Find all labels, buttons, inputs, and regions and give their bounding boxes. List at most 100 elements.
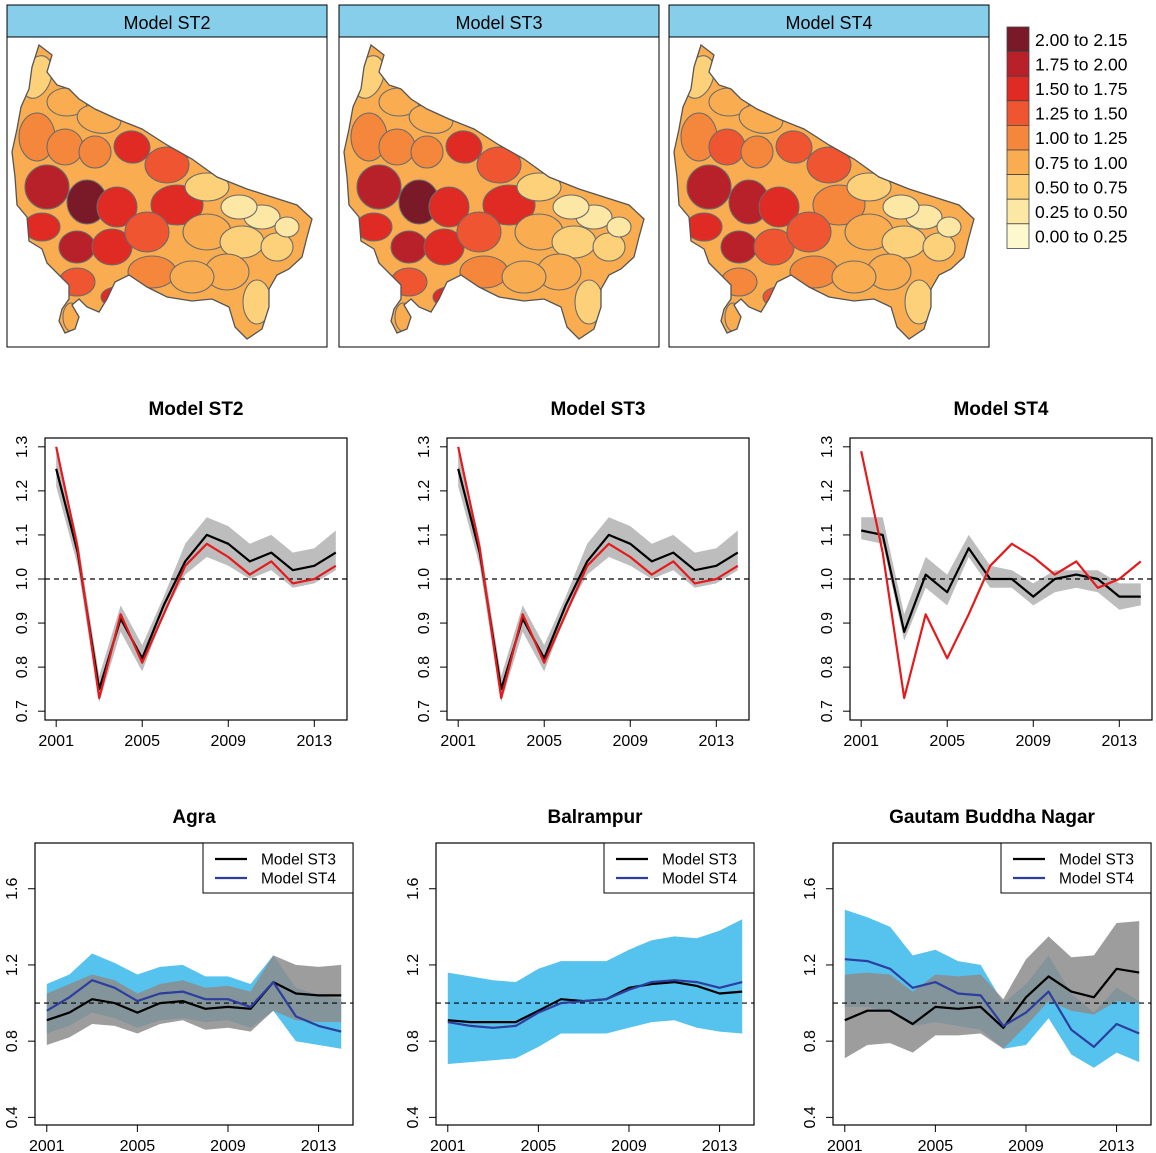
- district-shape: [882, 194, 920, 220]
- map-panel-st2: Model ST2: [6, 4, 328, 348]
- y-tick-label: 0.7: [416, 700, 433, 722]
- legend-label: 0.00 to 0.25: [1035, 227, 1127, 247]
- plot-frame: [435, 842, 755, 1126]
- legend-label: 1.00 to 1.25: [1035, 128, 1127, 148]
- series-line: [457, 468, 739, 691]
- x-tick-label: 2013: [1099, 1138, 1135, 1153]
- y-tick-label: 1.1: [14, 524, 31, 546]
- x-tick-label: 2005: [124, 733, 160, 750]
- district-shape: [46, 128, 84, 166]
- chart-gautam-buddha-nagar: Gautam Buddha Nagar 2001 2005 2009 2013 0.4 0.…: [802, 807, 1152, 1153]
- district-shape: [516, 172, 562, 202]
- y-tick-label: 0.8: [405, 1030, 422, 1052]
- district-shape: [274, 216, 300, 238]
- district-shape: [378, 128, 416, 166]
- confidence-band: [447, 919, 743, 1064]
- chart-legend: [202, 842, 354, 894]
- map-panel-st3: Model ST3: [338, 4, 660, 348]
- series-line: [844, 958, 1140, 1049]
- district-shape: [24, 164, 70, 210]
- state-outline: [343, 43, 645, 340]
- legend-label: 0.50 to 0.75: [1035, 177, 1127, 197]
- y-tick-label: 1.2: [819, 480, 836, 502]
- x-tick-label: 2013: [297, 733, 333, 750]
- x-tick-label: 2013: [301, 1138, 337, 1153]
- plot-frame: [832, 842, 1152, 1126]
- x-tick-label: 2005: [918, 1138, 954, 1153]
- legend-entry: Model ST3: [1059, 852, 1134, 869]
- y-tick-label: 0.9: [819, 612, 836, 634]
- district-shape: [476, 146, 522, 184]
- chart-model-st3: Model ST3 2001 2005 2009 2013 0.7 0.8 0.9 1.0 1.1…: [416, 399, 750, 750]
- x-tick-label: 2001: [843, 733, 879, 750]
- x-tick-label: 2001: [38, 733, 74, 750]
- x-tick-label: 2009: [1008, 1138, 1044, 1153]
- confidence-band: [844, 921, 1140, 1059]
- line-charts: Model ST2 2001 2005 2009 2013 0.7 0.8 0.9 1.0 1.1…: [4, 399, 1153, 1153]
- district-shape: [456, 211, 502, 253]
- district-shape: [113, 130, 151, 164]
- map-panel-title: Model ST4: [785, 13, 872, 33]
- legend-swatch: [1006, 174, 1030, 200]
- chart-title: Model ST4: [953, 399, 1048, 420]
- x-tick-label: 2013: [702, 1138, 738, 1153]
- district-shape: [686, 164, 732, 210]
- x-tick-label: 2001: [29, 1138, 65, 1153]
- x-tick-label: 2005: [526, 733, 562, 750]
- district-shape: [846, 172, 892, 202]
- series-line: [844, 967, 1140, 1029]
- district-shape: [881, 225, 927, 259]
- district-shape: [410, 135, 444, 169]
- legend-swatch: [1006, 198, 1030, 225]
- chart-balrampur: Balrampur 2001 2005 2009 2013 0.4 0.8 1.2 1.6 Mod…: [405, 807, 755, 1153]
- district-shape: [169, 260, 215, 294]
- state-outline: [673, 43, 975, 340]
- confidence-band: [46, 955, 342, 1045]
- legend-swatch: [1006, 100, 1030, 126]
- series-line: [860, 529, 1141, 634]
- x-tick-label: 2009: [612, 733, 648, 750]
- chart-legend: [603, 842, 755, 894]
- y-tick-label: 0.4: [4, 1106, 21, 1128]
- district-shape: [786, 211, 832, 253]
- legend-label: 2.00 to 2.15: [1035, 30, 1127, 50]
- map-panel-title: Model ST2: [123, 13, 210, 33]
- legend-label: 1.50 to 1.75: [1035, 79, 1127, 99]
- plot-frame: [34, 842, 354, 1126]
- legend-swatch: [1006, 149, 1030, 176]
- map-panel-title: Model ST3: [455, 13, 542, 33]
- state-outline: [11, 43, 313, 340]
- y-tick-label: 1.2: [802, 954, 819, 976]
- y-tick-label: 0.8: [14, 656, 31, 678]
- map-color-legend: 2.00 to 2.15 1.75 to 2.00 1.50 to 1.75 1.25…: [1006, 26, 1128, 249]
- series-line: [55, 446, 337, 700]
- y-tick-label: 1.2: [416, 480, 433, 502]
- y-tick-label: 1.0: [14, 568, 31, 590]
- district-shape: [552, 194, 590, 220]
- legend-entry: Model ST4: [662, 871, 737, 888]
- district-shape: [708, 128, 746, 166]
- y-tick-label: 1.6: [4, 878, 21, 900]
- x-tick-label: 2013: [699, 733, 735, 750]
- legend-swatch: [1006, 51, 1030, 77]
- district-shape: [720, 230, 758, 264]
- district-shape: [606, 216, 632, 238]
- district-shape: [144, 146, 190, 184]
- series-line: [46, 980, 342, 1022]
- series-line: [46, 979, 342, 1033]
- series-line: [457, 446, 739, 700]
- district-shape: [740, 135, 774, 169]
- legend-swatch: [1006, 125, 1030, 151]
- y-tick-label: 1.2: [4, 954, 21, 976]
- y-tick-label: 0.8: [4, 1030, 21, 1052]
- district-shape: [356, 164, 402, 210]
- x-tick-label: 2005: [120, 1138, 156, 1153]
- legend-entry: Model ST3: [261, 852, 336, 869]
- district-shape: [775, 130, 813, 164]
- series-line: [447, 979, 743, 1029]
- y-tick-label: 0.8: [416, 656, 433, 678]
- y-tick-label: 1.0: [416, 568, 433, 590]
- district-shape: [685, 212, 723, 242]
- x-tick-label: 2009: [210, 1138, 246, 1153]
